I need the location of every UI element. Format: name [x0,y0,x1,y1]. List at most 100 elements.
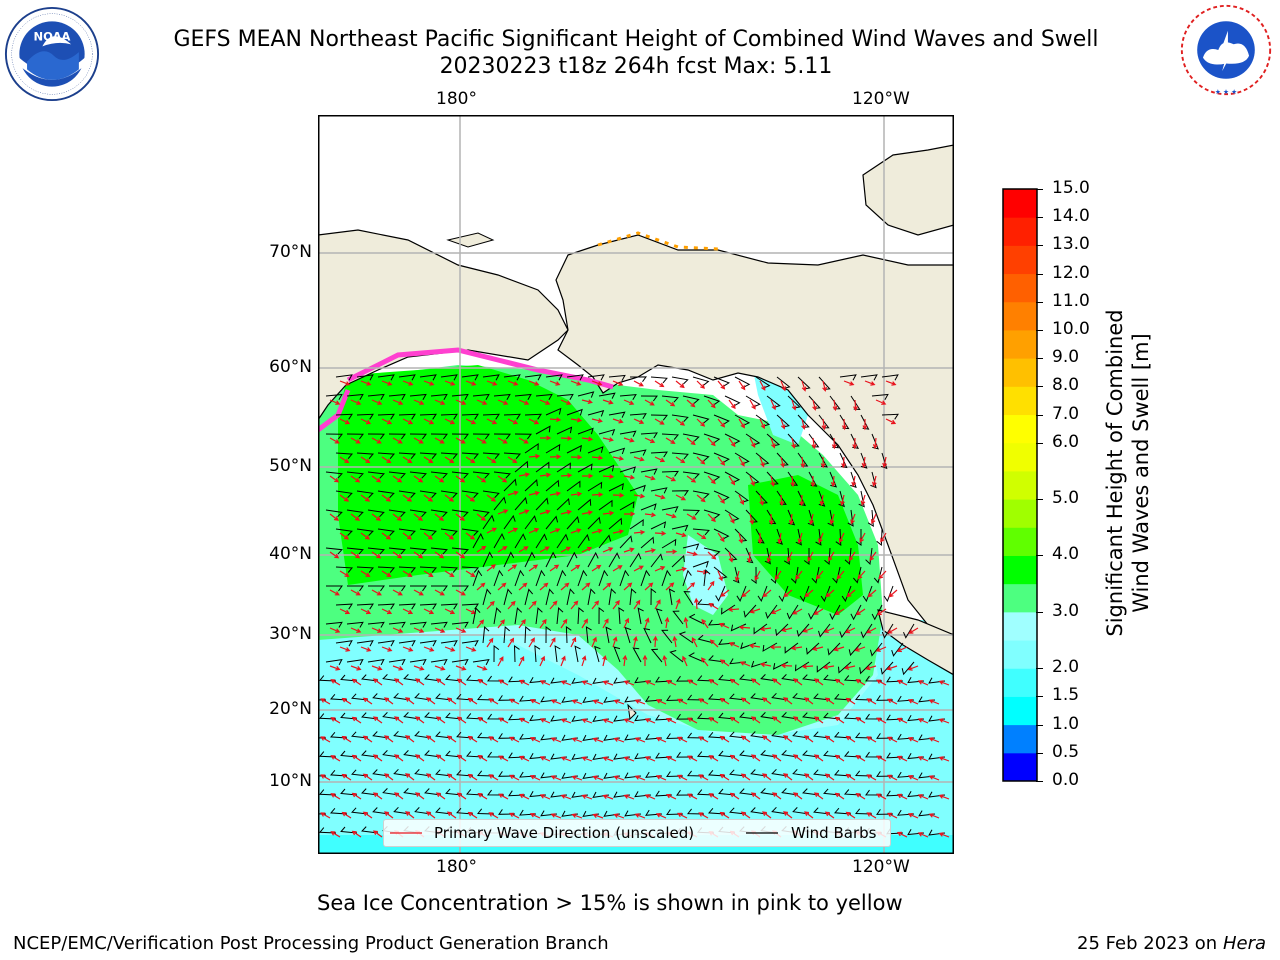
wave-direction-arrow [824,697,835,705]
wind-barb [876,809,894,815]
colorbar-tick-label: 13.0 [1052,234,1090,255]
wind-barb [329,769,348,777]
colorbar-tick [1036,386,1043,388]
wind-barb [318,751,337,758]
wave-direction-arrow [740,811,751,819]
wind-barb [724,471,741,483]
wind-barb [743,604,757,618]
wave-direction-arrow [708,793,719,800]
wind-barb [498,733,516,739]
wave-direction-arrow [613,737,625,743]
wave-direction-arrow [654,494,666,500]
wave-direction-arrow [707,475,716,485]
wind-barb [461,452,480,460]
wave-direction-arrow [834,792,845,800]
wind-barb [445,750,463,758]
wind-barb [513,645,520,663]
wave-direction-arrow [413,513,424,521]
wind-barb [524,479,538,492]
colorbar-tick [1036,668,1043,670]
wind-barb [487,675,505,682]
wave-direction-arrow [655,699,667,705]
wave-direction-arrow [476,582,486,591]
colorbar-label-line1: Significant Height of Combined [1103,309,1127,637]
wind-barb [676,675,694,682]
wave-direction-arrow [465,418,477,425]
wind-barb [721,604,736,615]
wind-barb [451,471,469,479]
wave-direction-arrow [792,754,803,762]
wind-barb [865,751,883,758]
wind-barb [640,395,658,402]
wave-direction-arrow [581,582,591,591]
wind-barb [377,452,396,460]
wave-direction-arrow [486,637,494,648]
wave-direction-arrow [622,654,628,667]
chart-title: GEFS MEAN Northeast Pacific Significant … [173,27,1099,52]
wind-barb [850,604,862,621]
wave-direction-arrow [665,582,675,591]
wave-direction-arrow [507,456,518,464]
wave-direction-arrow [738,456,745,467]
wind-barb [824,547,831,566]
wind-barb [608,552,620,568]
colorbar-bin [1003,668,1037,697]
wind-barb [577,498,592,511]
wind-barb [435,693,453,701]
wave-direction-arrow [476,437,487,444]
wind-barb [574,645,581,663]
wind-barb [346,433,364,440]
wind-barb [745,395,761,408]
wave-direction-arrow [477,717,488,724]
wind-barb [409,393,427,400]
wave-direction-arrow [446,773,457,781]
wind-barb [461,640,479,647]
wind-barb [329,731,348,739]
colorbar-tick [1036,414,1043,416]
wave-direction-arrow [845,811,856,819]
wave-direction-arrow [613,775,625,781]
wave-direction-arrow [549,417,562,423]
wind-barb [424,712,442,720]
wave-direction-arrow [841,456,847,469]
wind-barb [356,528,374,536]
colorbar-bin [1003,724,1037,754]
wind-barb [755,414,771,427]
wind-barb [736,585,747,603]
wave-direction-arrow [634,813,646,819]
wind-barb [650,451,668,458]
wind-barb [367,471,385,479]
wave-direction-arrow [392,475,403,483]
wave-direction-arrow [476,513,487,521]
wave-direction-arrow [840,494,845,506]
wind-barb [733,566,740,584]
wave-direction-arrow [372,754,383,762]
wave-direction-arrow [402,380,414,386]
wind-barb [760,712,778,720]
wind-barb [587,588,596,606]
wind-barb [318,827,337,834]
wind-barb [715,585,726,602]
wind-barb [414,693,432,701]
wave-direction-arrow [876,679,887,686]
wave-direction-arrow [518,509,530,515]
wind-barb [409,658,427,666]
wave-direction-arrow [592,813,604,819]
wind-barb [393,768,411,777]
wave-direction-arrow [498,717,509,724]
wave-direction-arrow [813,716,824,724]
wind-barb [687,694,705,701]
wind-barb [346,509,364,518]
wave-direction-arrow [488,774,499,781]
wave-direction-arrow [467,735,478,743]
colorbar-label-line2: Wind Waves and Swell [m] [1129,333,1153,613]
wave-direction-arrow [560,655,566,667]
wind-barb [325,471,343,479]
wind-barb [577,463,593,473]
wave-direction-arrow [392,399,404,405]
wave-direction-arrow [549,491,562,497]
colorbar-bin [1003,273,1037,303]
wind-barb [566,588,575,606]
wind-barb [619,501,635,511]
wave-direction-arrow [507,527,519,534]
